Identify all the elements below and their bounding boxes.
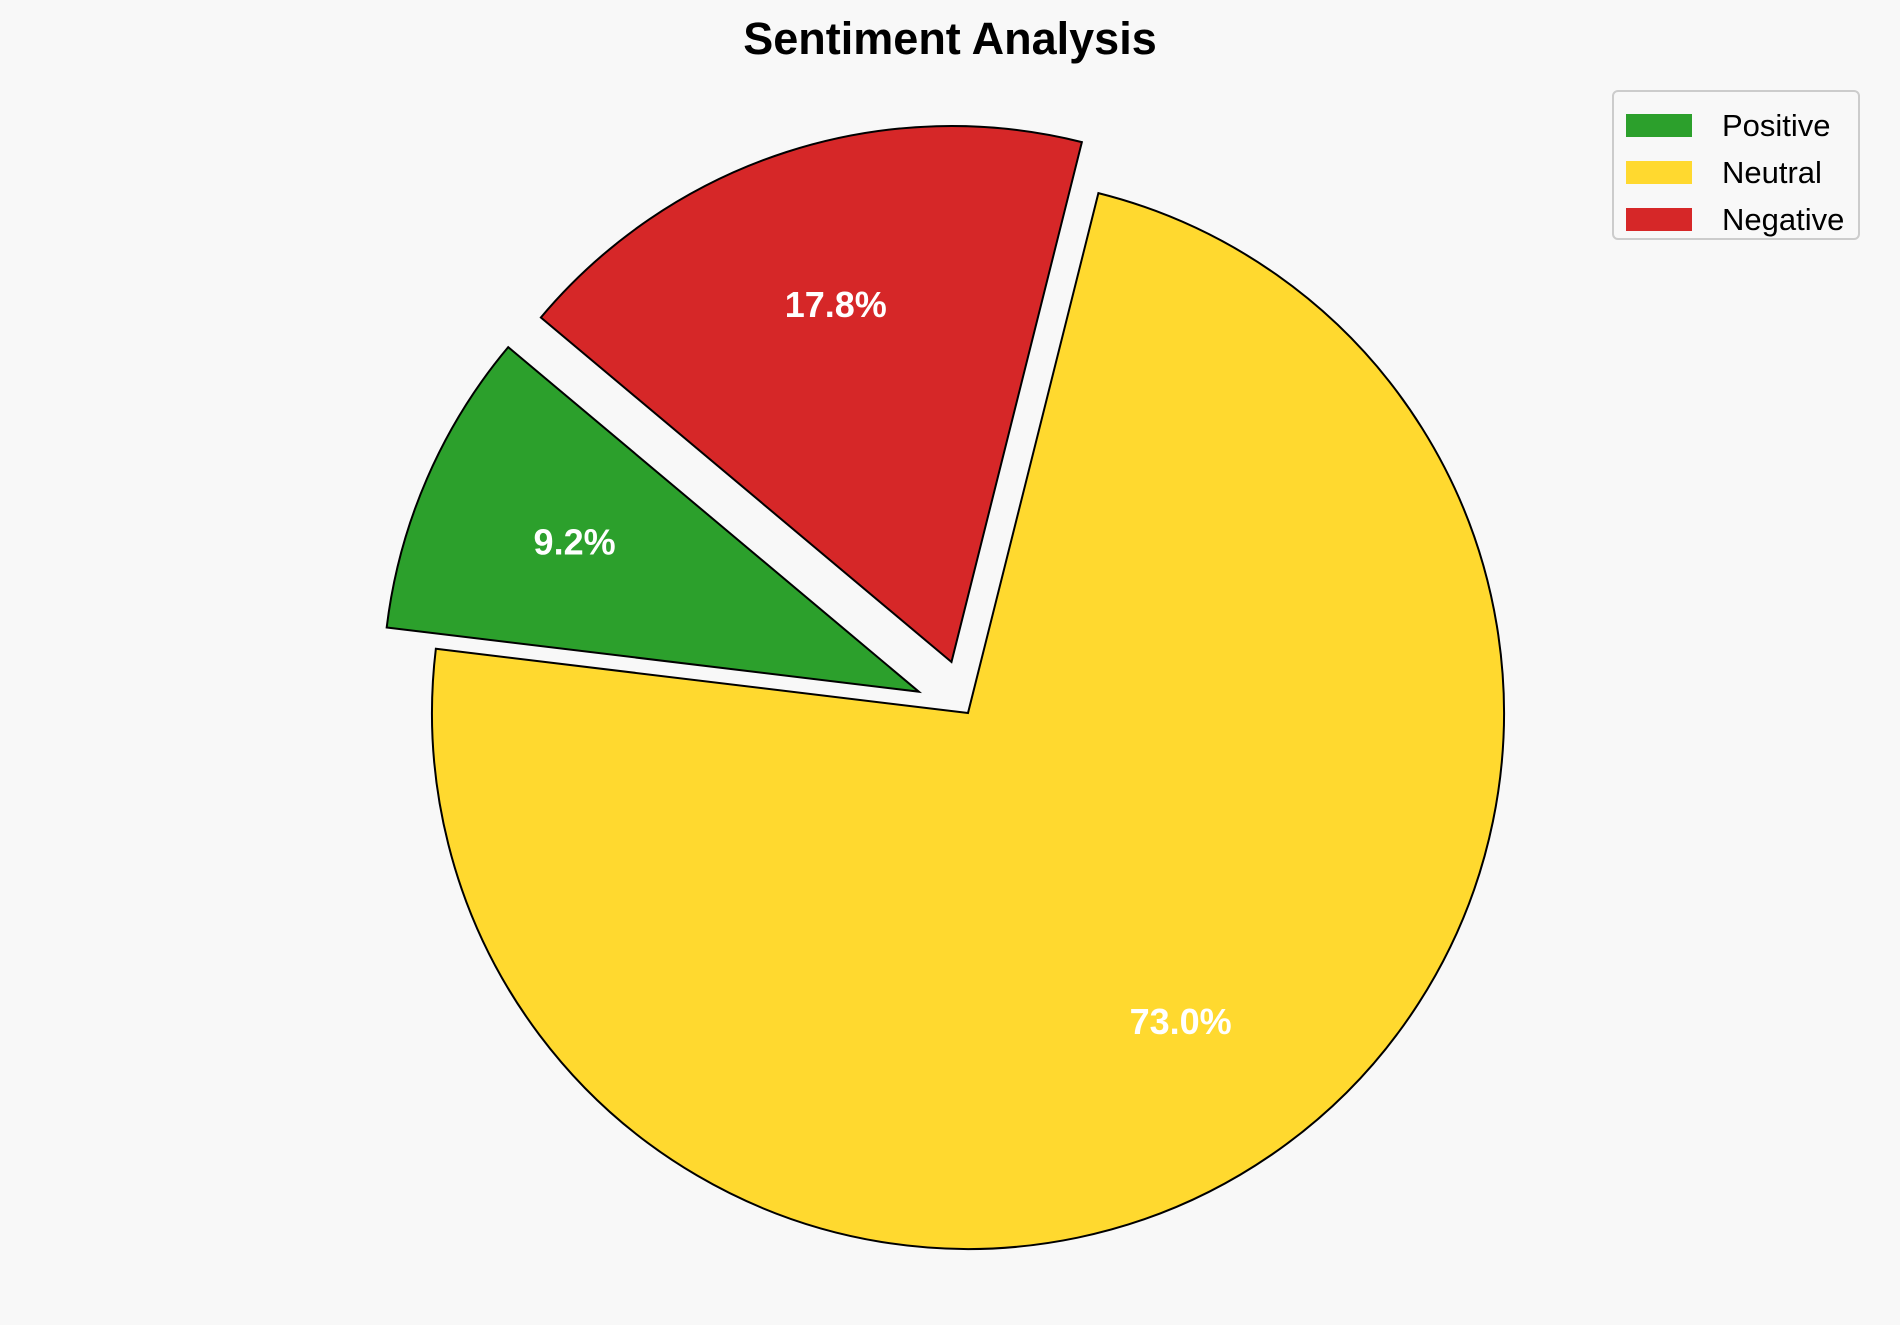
legend-item-neutral: Neutral (1626, 149, 1858, 196)
legend: Positive Neutral Negative (1612, 90, 1860, 240)
legend-item-positive: Positive (1626, 102, 1858, 149)
pct-label-neutral: 73.0% (1130, 1001, 1232, 1042)
chart-title: Sentiment Analysis (743, 13, 1156, 64)
legend-label: Positive (1722, 107, 1831, 143)
legend-swatch (1626, 161, 1692, 184)
legend-item-negative: Negative (1626, 196, 1858, 243)
legend-label: Negative (1722, 201, 1845, 237)
wedge-negative (539, 125, 1084, 664)
legend-swatch (1626, 114, 1692, 137)
legend-swatch (1626, 208, 1692, 231)
wedge-positive (385, 345, 923, 694)
wedge-neutral (431, 191, 1506, 1250)
legend-label: Neutral (1722, 154, 1822, 190)
pct-label-positive: 9.2% (534, 521, 616, 562)
pct-label-negative: 17.8% (785, 284, 887, 325)
